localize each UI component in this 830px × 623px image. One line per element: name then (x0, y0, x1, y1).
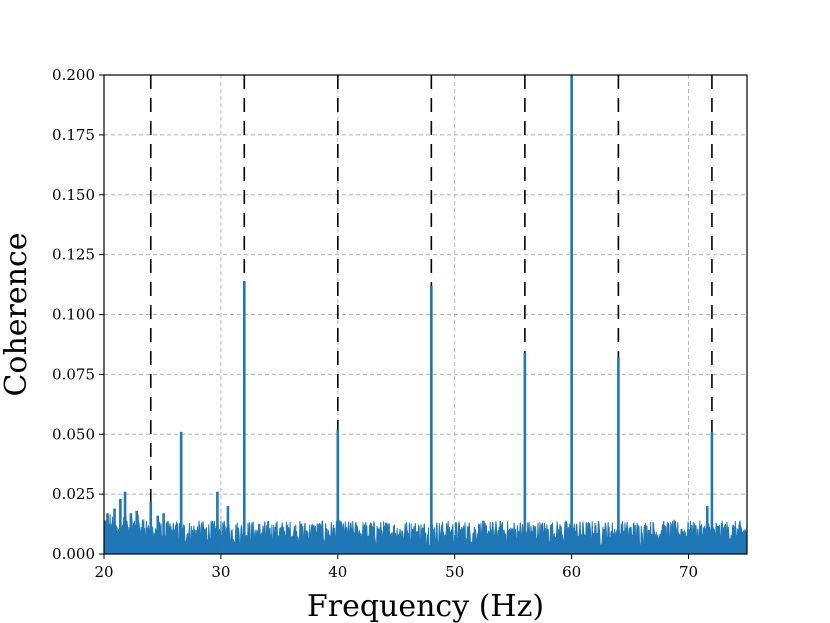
x-tick-label: 70 (679, 563, 698, 581)
x-ticks: 20 30 40 50 60 70 (94, 554, 698, 581)
x-tick-label: 20 (94, 563, 113, 581)
y-ticks: 0.000 0.025 0.050 0.075 0.100 0.125 0.150 0.175… (52, 66, 104, 563)
y-tick-label: 0.175 (52, 126, 95, 144)
grid (103, 74, 747, 555)
x-tick-label: 60 (562, 563, 581, 581)
y-tick-label: 0.050 (52, 425, 95, 443)
x-tick-label: 30 (211, 563, 230, 581)
coherence-series (103, 75, 748, 555)
y-tick-label: 0.100 (52, 306, 95, 324)
y-tick-label: 0.125 (52, 246, 95, 264)
series-baseline (103, 514, 748, 555)
y-tick-label: 0.150 (52, 186, 95, 204)
y-axis-title: Coherence (0, 232, 34, 396)
x-axis-title: Frequency (Hz) (307, 589, 544, 623)
y-tick-label: 0.075 (52, 365, 95, 383)
y-tick-label: 0.025 (52, 485, 95, 503)
y-tick-label: 0.200 (52, 66, 95, 84)
x-tick-label: 40 (328, 563, 347, 581)
y-tick-label: 0.000 (52, 545, 95, 563)
x-tick-label: 50 (445, 563, 464, 581)
